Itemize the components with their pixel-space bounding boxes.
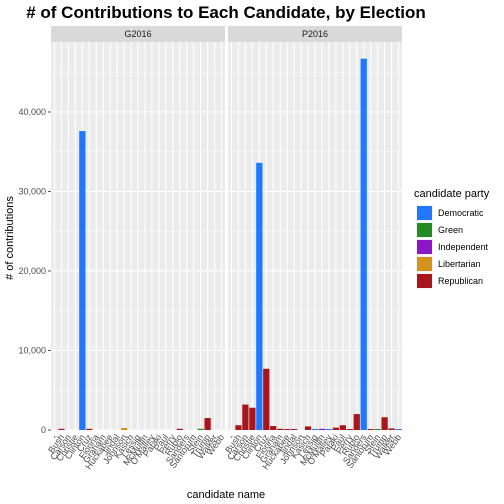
bar-Bush (58, 428, 65, 430)
y-axis-title: # of contributions (4, 196, 16, 280)
legend-label: Libertarian (438, 259, 481, 269)
bar-Kasich (304, 426, 312, 430)
bar-Christie (249, 407, 256, 430)
bar-Fiorina (270, 426, 277, 430)
bar-Carson (242, 404, 249, 430)
bar-O'Malley (325, 429, 333, 430)
legend-label: Republican (438, 276, 483, 286)
x-tick-label: - (49, 432, 59, 440)
legend-key (417, 274, 432, 288)
bar-Perry (346, 429, 353, 430)
bar-Pataki (332, 427, 340, 430)
bar-Bush (235, 425, 242, 430)
legend-key (417, 223, 432, 237)
bar-Jindal (290, 429, 298, 430)
legend-title: candidate party (414, 188, 490, 200)
legend-label: Green (438, 225, 463, 235)
bar-Trump (381, 417, 388, 430)
bar-Santorum (367, 429, 374, 430)
bar-Rubio (176, 428, 183, 430)
facet-strip (228, 26, 402, 42)
y-axis: 0 10,000 20,000 30,000 40,000 (18, 107, 51, 435)
x-tick-label: - (226, 432, 236, 440)
bar-Stein (374, 429, 381, 430)
legend-label: Independent (438, 242, 489, 252)
bar-Cruz (86, 428, 93, 430)
bar-Trump (204, 418, 211, 430)
bar-Graham (277, 428, 284, 430)
legend-key (417, 206, 432, 220)
bar-Cruz (263, 368, 270, 430)
y-tick-label: 10,000 (18, 345, 46, 355)
facet-panels: G2016-BushCarsonChristieClintonCruzFiori… (46, 26, 403, 471)
chart-title: # of Contributions to Each Candidate, by… (26, 3, 426, 22)
bar-Johnson (120, 428, 128, 430)
legend-key (417, 240, 432, 254)
bar-Webb (395, 429, 402, 430)
bar-Clinton (79, 131, 86, 430)
legend-key (417, 257, 432, 271)
bar-Huckabee (284, 429, 291, 430)
panel-P2016: P2016-BushCarsonChristieClintonCruzFiori… (223, 26, 403, 471)
x-axis-title: candidate name (187, 489, 265, 501)
legend: candidate party Democratic Green Independen… (414, 188, 490, 289)
bar-Paul (339, 425, 346, 430)
facet-strip-label: G2016 (124, 29, 151, 39)
bar-Stein (197, 428, 204, 430)
facet-strip-label: P2016 (302, 29, 328, 39)
y-tick-label: 40,000 (18, 107, 46, 117)
y-tick-label: 0 (41, 425, 46, 435)
legend-label: Democratic (438, 208, 484, 218)
bar-Rubio (353, 414, 360, 430)
bar-Sanders (360, 58, 367, 431)
y-tick-label: 20,000 (18, 266, 46, 276)
bar-Lessig (311, 429, 319, 430)
facet-strip (51, 26, 225, 42)
bar-McMullin (318, 428, 326, 430)
panel-G2016: G2016-BushCarsonChristieClintonCruzFiori… (46, 26, 226, 471)
y-tick-label: 30,000 (18, 186, 46, 196)
bar-Walker (388, 428, 395, 430)
bar-Clinton (256, 162, 263, 430)
